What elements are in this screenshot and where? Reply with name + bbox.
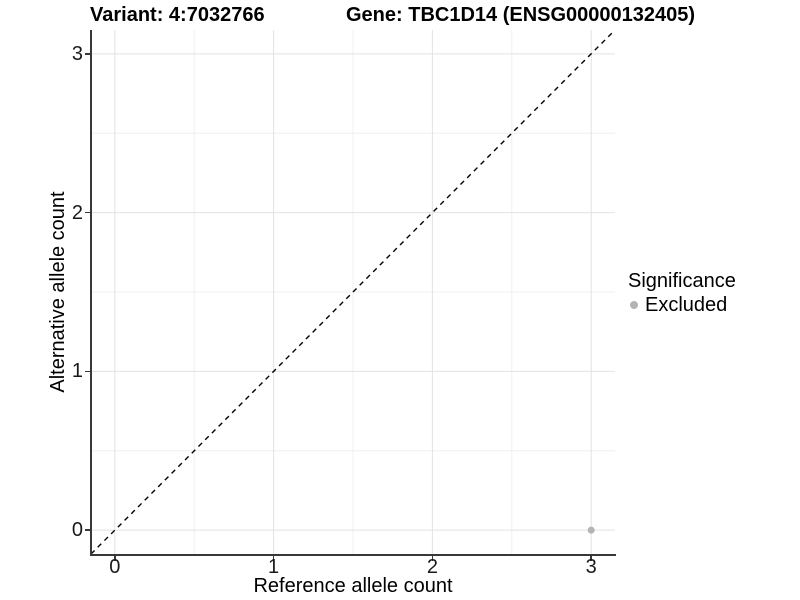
- x-tick-mark: [114, 556, 116, 561]
- y-tick-label: 2: [71, 201, 83, 224]
- legend-item-label: Excluded: [645, 294, 728, 316]
- y-tick-mark: [84, 53, 90, 55]
- legend-item-excluded: Excluded: [628, 294, 736, 316]
- y-tick-mark: [84, 529, 90, 531]
- y-tick-label: 1: [71, 360, 83, 383]
- data-point: [587, 526, 595, 534]
- x-axis-title: Reference allele count: [253, 575, 453, 597]
- x-tick-label: 2: [426, 556, 438, 578]
- x-tick-mark: [272, 556, 275, 561]
- y-axis-title: Alternative allele count: [47, 191, 69, 393]
- y-tick-mark: [84, 211, 90, 214]
- variant-title: Variant: 4:7032766: [90, 4, 265, 26]
- legend: Significance Excluded: [628, 269, 736, 316]
- x-tick-label: 1: [268, 556, 280, 578]
- identity-reference-line: [90, 29, 616, 555]
- x-tick-mark: [590, 556, 592, 561]
- x-tick-mark: [431, 556, 434, 561]
- y-tick-mark: [84, 370, 90, 373]
- x-axis-line: [89, 554, 616, 556]
- x-tick-label: 3: [585, 556, 597, 578]
- y-axis-line: [89, 30, 92, 556]
- x-tick-label: 0: [109, 556, 121, 578]
- plot-canvas: [90, 29, 616, 555]
- legend-title: Significance: [628, 270, 736, 292]
- legend-point-icon: [630, 301, 638, 309]
- gene-title: Gene: TBC1D14 (ENSG00000132405): [346, 4, 696, 26]
- y-tick-label: 3: [71, 42, 83, 65]
- y-tick-label: 0: [71, 519, 83, 542]
- plot-panel: [90, 29, 616, 555]
